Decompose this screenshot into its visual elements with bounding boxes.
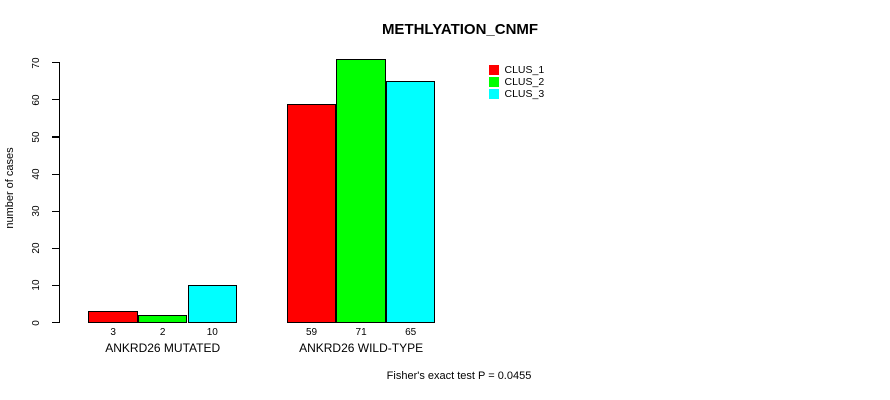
bar-value-label: 71	[355, 327, 367, 338]
y-tick	[52, 247, 60, 249]
y-tick	[52, 284, 60, 286]
y-axis-line	[58, 62, 60, 323]
y-tick-label: 70	[31, 57, 42, 69]
bar	[137, 315, 188, 324]
bar	[286, 103, 337, 324]
bar-value-label: 2	[159, 327, 166, 338]
y-tick-label: 30	[31, 205, 42, 217]
chart-title: METHLYATION_CNMF	[381, 21, 539, 38]
legend-label: CLUS_3	[504, 87, 545, 100]
legend-swatch	[489, 77, 499, 87]
category-label: ANKRD26 WILD-TYPE	[299, 341, 424, 355]
y-tick-label: 20	[31, 242, 42, 254]
y-tick-label: 60	[31, 94, 42, 106]
legend-label: CLUS_2	[504, 75, 545, 88]
y-axis-title: number of cases	[4, 147, 16, 229]
bar-value-label: 10	[206, 327, 218, 338]
bar	[187, 285, 238, 324]
legend: CLUS_1 CLUS_2 CLUS_3	[489, 63, 545, 99]
bar	[385, 81, 436, 324]
legend-swatch	[489, 89, 499, 99]
y-tick	[52, 62, 60, 64]
bar-value-label: 3	[110, 327, 116, 338]
bar-value-label: 65	[405, 327, 417, 338]
y-tick-label: 0	[31, 319, 42, 326]
y-tick-label: 10	[31, 279, 42, 291]
bar	[336, 59, 386, 324]
y-tick-label: 40	[31, 168, 42, 180]
legend-item: CLUS_1	[489, 63, 545, 76]
y-tick	[52, 173, 60, 175]
legend-swatch	[489, 65, 499, 75]
y-tick	[52, 99, 60, 101]
y-tick	[52, 136, 60, 138]
bar-value-label: 59	[305, 327, 318, 338]
annotation-text: Fisher's exact test P = 0.0455	[386, 370, 532, 382]
legend-item: CLUS_3	[489, 89, 544, 99]
y-tick	[52, 321, 60, 324]
y-tick-label: 50	[31, 131, 42, 143]
y-tick	[52, 210, 60, 212]
legend-item: CLUS_2	[489, 77, 544, 87]
bar	[88, 311, 138, 324]
legend-label: CLUS_1	[504, 63, 545, 76]
category-label: ANKRD26 MUTATED	[105, 341, 221, 355]
